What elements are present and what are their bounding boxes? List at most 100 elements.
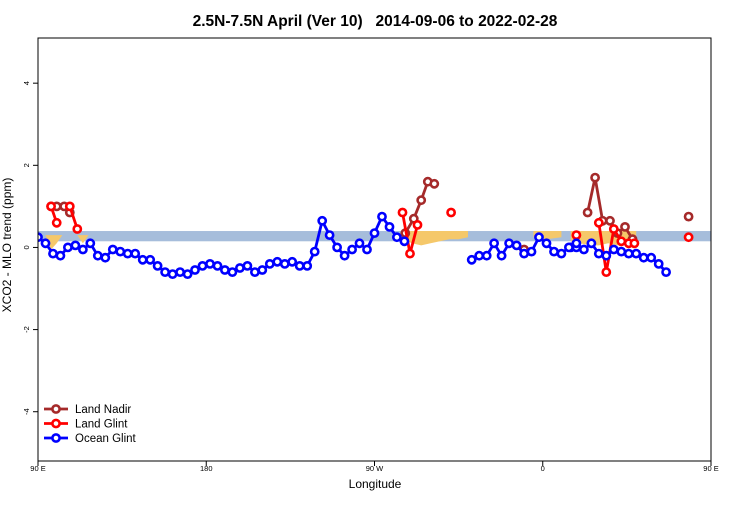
ocean-glint-point <box>154 262 161 269</box>
ocean-glint-point <box>326 232 333 239</box>
ocean-glint-point <box>147 256 154 263</box>
x-axis-label: Longitude <box>349 477 402 491</box>
ocean-glint-point <box>87 240 94 247</box>
ocean-glint-point <box>356 240 363 247</box>
ocean-glint-point <box>603 252 610 259</box>
ocean-glint-point <box>483 252 490 259</box>
ocean-glint-point <box>64 244 71 251</box>
ocean-glint-point <box>266 260 273 267</box>
ocean-glint-point <box>72 242 79 249</box>
ocean-glint-point <box>363 246 370 253</box>
legend-item-land-nadir: Land Nadir <box>44 404 131 416</box>
land-glint-point <box>406 250 413 257</box>
land-glint-point <box>48 203 55 210</box>
ocean-glint-point <box>580 246 587 253</box>
land-glint-point <box>685 234 692 241</box>
legend-swatch-marker <box>52 405 59 412</box>
ocean-glint-point <box>109 246 116 253</box>
ocean-glint-point <box>199 262 206 269</box>
land-glint-point <box>74 225 81 232</box>
ocean-glint-point <box>543 240 550 247</box>
ocean-glint-point <box>259 266 266 273</box>
ocean-glint-point <box>633 250 640 257</box>
land-nadir-point <box>431 180 438 187</box>
ocean-glint-point <box>655 260 662 267</box>
ocean-glint-point <box>513 242 520 249</box>
ocean-glint-point <box>393 234 400 241</box>
legend-item-land-glint: Land Glint <box>44 419 128 431</box>
ocean-glint-point <box>349 246 356 253</box>
ocean-glint-point <box>610 246 617 253</box>
land-nadir-point <box>606 217 613 224</box>
chart-title: 2.5N-7.5N April (Ver 10) 2014-09-06 to 2… <box>193 13 558 30</box>
ocean-glint-point <box>177 269 184 276</box>
ocean-glint-point <box>648 254 655 261</box>
ocean-glint-point <box>124 250 131 257</box>
ocean-glint-point <box>102 254 109 261</box>
ocean-glint-point <box>565 244 572 251</box>
land-glint-point <box>414 221 421 228</box>
ocean-glint-point <box>401 238 408 245</box>
land-glint-point <box>610 225 617 232</box>
ocean-glint-point <box>229 269 236 276</box>
ocean-glint-point <box>506 240 513 247</box>
y-tick-label: 4 <box>22 81 31 85</box>
y-tick-label: -4 <box>22 408 31 415</box>
legend-label: Ocean Glint <box>75 433 137 445</box>
y-tick-label: 0 <box>22 245 31 249</box>
ocean-glint-point <box>491 240 498 247</box>
y-axis-label: XCO2 - MLO trend (ppm) <box>0 178 14 313</box>
ocean-glint-point <box>468 256 475 263</box>
ocean-glint-point <box>132 250 139 257</box>
y-tick-label: 2 <box>22 163 31 167</box>
land-glint-point <box>618 238 625 245</box>
ocean-glint-point <box>139 256 146 263</box>
ocean-glint-point <box>378 213 385 220</box>
land-glint-point <box>603 269 610 276</box>
land-glint-point <box>399 209 406 216</box>
ocean-glint-point <box>558 250 565 257</box>
ocean-glint-point <box>521 250 528 257</box>
land-glint-point <box>745 203 750 210</box>
x-tick-label: 90 E <box>703 464 718 473</box>
plot-content <box>34 174 750 278</box>
land-glint-point <box>66 203 73 210</box>
ocean-glint-point <box>79 246 86 253</box>
ocean-glint-point <box>573 240 580 247</box>
ocean-glint-point <box>386 223 393 230</box>
ocean-glint-point <box>289 258 296 265</box>
ocean-glint-point <box>550 248 557 255</box>
ocean-glint-point <box>169 271 176 278</box>
ocean-glint-point <box>244 262 251 269</box>
ocean-glint-point <box>498 252 505 259</box>
ocean-glint-point <box>535 234 542 241</box>
ocean-glint-point <box>274 258 281 265</box>
land-nadir-point <box>584 209 591 216</box>
ocean-glint-point <box>214 262 221 269</box>
ocean-glint-point <box>476 252 483 259</box>
ocean-glint-point <box>296 262 303 269</box>
land-glint-point <box>595 219 602 226</box>
land-glint-point <box>573 232 580 239</box>
land-nadir-point <box>685 213 692 220</box>
ocean-glint-point <box>311 248 318 255</box>
ocean-glint-point <box>334 244 341 251</box>
x-tick-label: 90 E <box>30 464 45 473</box>
ocean-glint-point <box>319 217 326 224</box>
ocean-glint-point <box>221 266 228 273</box>
land-nadir-point <box>592 174 599 181</box>
ocean-glint-point <box>640 254 647 261</box>
legend-swatch-marker <box>52 434 59 441</box>
x-tick-label: 0 <box>541 464 545 473</box>
ocean-glint-point <box>618 248 625 255</box>
land-nadir-point <box>621 223 628 230</box>
series-ocean-glint <box>34 213 669 278</box>
x-tick-label: 180 <box>200 464 213 473</box>
ocean-glint-point <box>162 269 169 276</box>
ocean-glint-point <box>304 262 311 269</box>
y-tick-label: -2 <box>22 326 31 333</box>
ocean-glint-point <box>588 240 595 247</box>
ocean-glint-point <box>191 266 198 273</box>
x-tick-label: 90 W <box>366 464 384 473</box>
